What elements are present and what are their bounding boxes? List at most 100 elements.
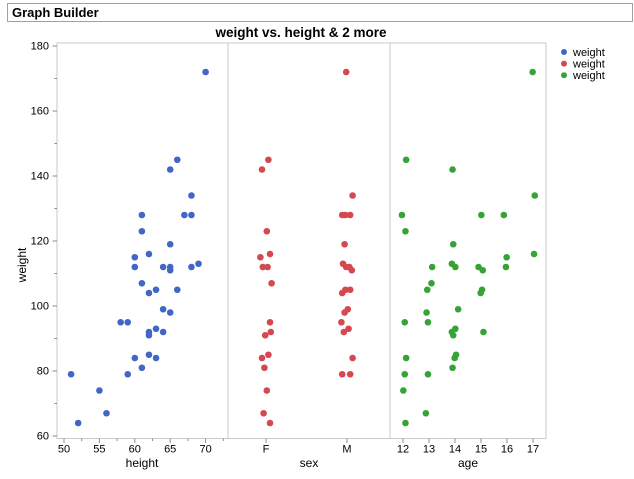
- legend-entry[interactable]: weight: [561, 58, 605, 70]
- data-point-height-weight[interactable]: [138, 364, 146, 372]
- data-point-sex-weight[interactable]: [346, 211, 354, 219]
- data-point-sex-weight[interactable]: [342, 68, 350, 76]
- data-point-sex-weight[interactable]: [264, 263, 271, 271]
- data-point-height-weight[interactable]: [195, 260, 202, 268]
- data-point-sex-weight[interactable]: [346, 263, 353, 271]
- data-point-age-weight[interactable]: [402, 156, 410, 164]
- data-point-age-weight[interactable]: [424, 370, 432, 378]
- data-point-age-weight[interactable]: [451, 354, 458, 362]
- data-point-sex-weight[interactable]: [266, 419, 274, 427]
- data-point-height-weight[interactable]: [74, 419, 82, 427]
- data-point-height-weight[interactable]: [202, 68, 209, 76]
- data-point-age-weight[interactable]: [449, 240, 457, 248]
- data-point-age-weight[interactable]: [477, 289, 484, 297]
- data-point-sex-weight[interactable]: [338, 211, 346, 219]
- data-point-age-weight[interactable]: [479, 266, 487, 274]
- data-point-sex-weight[interactable]: [345, 325, 352, 333]
- data-point-height-weight[interactable]: [159, 263, 167, 271]
- data-point-age-weight[interactable]: [529, 68, 536, 76]
- data-point-sex-weight[interactable]: [266, 318, 274, 326]
- data-point-height-weight[interactable]: [67, 370, 75, 378]
- data-point-age-weight[interactable]: [531, 192, 539, 199]
- data-point-height-weight[interactable]: [188, 263, 195, 271]
- data-point-sex-weight[interactable]: [268, 279, 275, 287]
- data-point-age-weight[interactable]: [480, 328, 487, 336]
- data-point-height-weight[interactable]: [159, 328, 167, 336]
- data-point-sex-weight[interactable]: [263, 227, 271, 235]
- data-point-height-weight[interactable]: [181, 211, 188, 219]
- data-point-sex-weight[interactable]: [338, 370, 346, 378]
- data-point-sex-weight[interactable]: [261, 331, 269, 339]
- data-point-sex-weight[interactable]: [340, 328, 348, 336]
- data-point-age-weight[interactable]: [422, 409, 430, 417]
- data-point-sex-weight[interactable]: [338, 289, 346, 297]
- data-point-sex-weight[interactable]: [259, 263, 267, 271]
- data-point-sex-weight[interactable]: [346, 286, 354, 294]
- data-point-sex-weight[interactable]: [266, 250, 274, 258]
- data-point-age-weight[interactable]: [402, 227, 409, 235]
- data-point-age-weight[interactable]: [449, 364, 456, 372]
- data-point-age-weight[interactable]: [423, 309, 430, 316]
- data-point-age-weight[interactable]: [478, 211, 485, 219]
- data-point-sex-weight[interactable]: [265, 156, 272, 164]
- data-point-age-weight[interactable]: [428, 263, 436, 271]
- data-point-age-weight[interactable]: [500, 211, 508, 219]
- data-point-age-weight[interactable]: [428, 279, 435, 287]
- data-point-height-weight[interactable]: [173, 286, 181, 294]
- data-point-height-weight[interactable]: [103, 409, 110, 417]
- data-point-height-weight[interactable]: [138, 227, 146, 235]
- data-point-age-weight[interactable]: [454, 305, 462, 313]
- data-point-height-weight[interactable]: [166, 240, 174, 248]
- data-point-height-weight[interactable]: [138, 211, 146, 219]
- data-point-height-weight[interactable]: [145, 331, 153, 339]
- data-point-sex-weight[interactable]: [349, 192, 356, 199]
- data-point-sex-weight[interactable]: [346, 370, 354, 378]
- data-point-height-weight[interactable]: [96, 387, 103, 394]
- data-point-height-weight[interactable]: [166, 263, 174, 271]
- data-point-height-weight[interactable]: [124, 318, 132, 326]
- data-point-height-weight[interactable]: [159, 305, 167, 313]
- data-point-height-weight[interactable]: [152, 325, 160, 333]
- data-point-age-weight[interactable]: [402, 419, 409, 427]
- data-point-sex-weight[interactable]: [338, 318, 345, 326]
- data-point-age-weight[interactable]: [502, 263, 510, 271]
- data-point-sex-weight[interactable]: [257, 253, 264, 261]
- data-point-age-weight[interactable]: [423, 286, 431, 294]
- data-point-age-weight[interactable]: [449, 166, 456, 173]
- data-point-height-weight[interactable]: [138, 279, 146, 287]
- data-point-sex-weight[interactable]: [261, 364, 268, 372]
- data-point-height-weight[interactable]: [152, 354, 160, 362]
- data-point-sex-weight[interactable]: [265, 351, 272, 359]
- data-point-height-weight[interactable]: [145, 289, 153, 297]
- data-point-height-weight[interactable]: [124, 370, 132, 378]
- data-point-height-weight[interactable]: [131, 263, 139, 271]
- data-point-age-weight[interactable]: [401, 370, 409, 378]
- data-point-age-weight[interactable]: [503, 253, 510, 261]
- data-point-height-weight[interactable]: [188, 211, 195, 219]
- data-point-sex-weight[interactable]: [267, 328, 275, 336]
- data-point-sex-weight[interactable]: [258, 354, 266, 362]
- data-point-height-weight[interactable]: [188, 192, 195, 199]
- data-point-height-weight[interactable]: [152, 286, 160, 294]
- data-point-height-weight[interactable]: [166, 166, 174, 173]
- data-point-sex-weight[interactable]: [339, 260, 347, 268]
- data-point-height-weight[interactable]: [166, 309, 174, 316]
- data-point-sex-weight[interactable]: [341, 309, 348, 316]
- data-point-age-weight[interactable]: [402, 354, 410, 362]
- data-point-sex-weight[interactable]: [258, 166, 266, 173]
- legend-entry[interactable]: weight: [561, 70, 605, 82]
- data-point-height-weight[interactable]: [117, 318, 124, 326]
- data-point-sex-weight[interactable]: [263, 387, 271, 394]
- data-point-sex-weight[interactable]: [341, 240, 348, 248]
- data-point-sex-weight[interactable]: [260, 409, 267, 417]
- data-point-age-weight[interactable]: [424, 318, 432, 326]
- data-point-sex-weight[interactable]: [349, 354, 356, 362]
- legend-entry[interactable]: weight: [561, 47, 605, 59]
- data-point-height-weight[interactable]: [131, 354, 139, 362]
- data-point-age-weight[interactable]: [449, 331, 457, 339]
- data-point-age-weight[interactable]: [448, 260, 456, 268]
- data-point-age-weight[interactable]: [398, 211, 406, 219]
- data-point-height-weight[interactable]: [145, 351, 153, 359]
- data-point-age-weight[interactable]: [400, 387, 407, 394]
- data-point-height-weight[interactable]: [173, 156, 181, 164]
